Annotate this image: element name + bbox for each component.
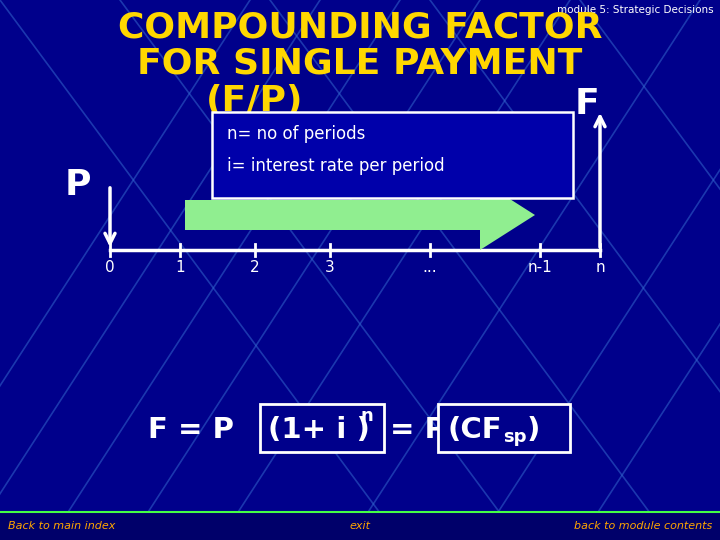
- FancyBboxPatch shape: [438, 404, 570, 452]
- Text: ): ): [527, 416, 541, 444]
- Text: n: n: [595, 260, 605, 275]
- Text: n: n: [360, 407, 373, 425]
- Text: (1+ i ): (1+ i ): [268, 416, 370, 444]
- Text: back to module contents: back to module contents: [574, 521, 712, 531]
- Text: module 5: Strategic Decisions: module 5: Strategic Decisions: [557, 5, 714, 15]
- Text: 0: 0: [105, 260, 114, 275]
- Text: 3: 3: [325, 260, 335, 275]
- Text: F = P: F = P: [148, 416, 234, 444]
- Text: F: F: [575, 87, 600, 121]
- Text: (F/P): (F/P): [206, 84, 304, 118]
- FancyBboxPatch shape: [212, 112, 573, 198]
- Text: (CF: (CF: [448, 416, 503, 444]
- Text: ...: ...: [423, 260, 437, 275]
- Text: P: P: [65, 168, 91, 202]
- Text: = P: = P: [390, 416, 446, 444]
- Text: i= interest rate per period: i= interest rate per period: [227, 157, 445, 175]
- Text: COMPOUNDING FACTOR: COMPOUNDING FACTOR: [118, 10, 602, 44]
- Text: Back to main index: Back to main index: [8, 521, 115, 531]
- FancyBboxPatch shape: [260, 404, 384, 452]
- Polygon shape: [185, 180, 535, 250]
- Text: n= no of periods: n= no of periods: [227, 125, 365, 143]
- Text: sp: sp: [503, 428, 526, 446]
- Bar: [0, 512, 720, 540]
- Text: 1: 1: [175, 260, 185, 275]
- Text: n-1: n-1: [528, 260, 552, 275]
- Text: exit: exit: [349, 521, 371, 531]
- Text: 2: 2: [250, 260, 260, 275]
- Text: FOR SINGLE PAYMENT: FOR SINGLE PAYMENT: [138, 47, 582, 81]
